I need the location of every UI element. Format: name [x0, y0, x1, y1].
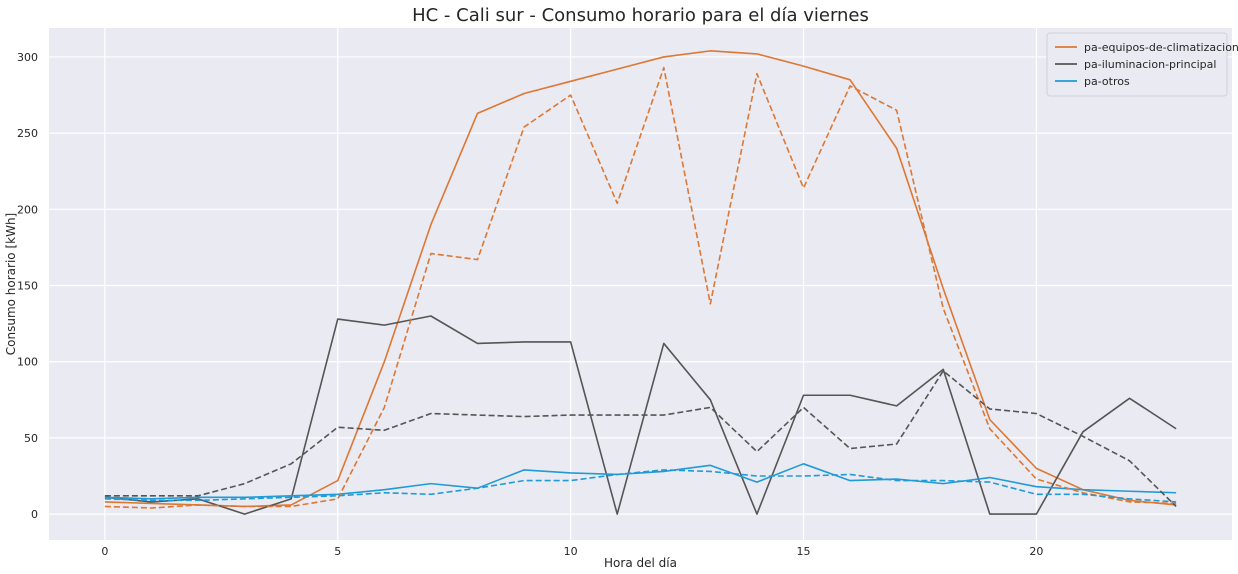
y-tick-label: 0 [31, 508, 38, 521]
series-line-3 [104, 463, 1177, 500]
legend-label: pa-equipos-de-climatizacion [1084, 41, 1238, 54]
y-tick-label: 200 [17, 203, 38, 216]
legend: pa-equipos-de-climatizacion pa-iluminacio… [1046, 32, 1238, 97]
series-line-2 [104, 315, 1177, 515]
chart-title: HC - Cali sur - Consumo horario para el … [412, 5, 869, 26]
legend-label: pa-iluminacion-principal [1084, 58, 1216, 71]
x-tick-label: 15 [797, 545, 811, 558]
series-line-4 [104, 66, 1177, 509]
y-tick-label: 250 [17, 127, 38, 140]
x-axis-label: Hora del día [604, 556, 677, 570]
series-line-1 [104, 50, 1177, 508]
x-tick-label: 0 [101, 545, 108, 558]
series-lines [104, 50, 1177, 515]
y-tick-label: 50 [24, 432, 38, 445]
series-line-6 [104, 469, 1177, 503]
y-tick-label: 100 [17, 356, 38, 369]
plot-background [49, 28, 1232, 540]
y-tick-label: 150 [17, 280, 38, 293]
x-tick-label: 20 [1029, 545, 1043, 558]
y-tick-label: 300 [17, 51, 38, 64]
x-tick-label: 10 [564, 545, 578, 558]
legend-label: pa-otros [1084, 75, 1130, 88]
y-axis-label: Consumo horario [kWh] [4, 213, 18, 355]
series-line-5 [104, 370, 1177, 508]
legend-box [1046, 32, 1228, 97]
x-tick-label: 5 [334, 545, 341, 558]
